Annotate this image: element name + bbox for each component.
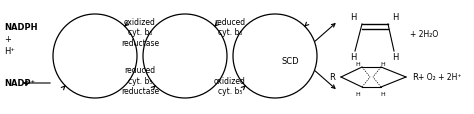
Text: H: H: [356, 92, 360, 97]
Text: R: R: [412, 73, 418, 82]
Text: oxidized
cyt. b₅: oxidized cyt. b₅: [214, 76, 246, 95]
Text: H⁺: H⁺: [4, 47, 15, 56]
Text: H: H: [350, 53, 356, 62]
Text: + 2H₂O: + 2H₂O: [410, 30, 438, 39]
Text: H: H: [350, 13, 356, 22]
Text: +: +: [4, 35, 11, 44]
Text: H: H: [392, 53, 398, 62]
Text: NADP⁺: NADP⁺: [4, 79, 35, 88]
Text: SCD: SCD: [282, 57, 300, 66]
Text: reduced
cyt. b₅
reductase: reduced cyt. b₅ reductase: [121, 66, 159, 95]
Text: H: H: [381, 92, 385, 97]
Text: NADPH: NADPH: [4, 23, 37, 32]
Text: R: R: [329, 73, 335, 82]
Text: H: H: [356, 61, 360, 66]
Text: oxidized
cyt. b₅
reductase: oxidized cyt. b₅ reductase: [121, 18, 159, 47]
Text: reduced
cyt. b₅: reduced cyt. b₅: [214, 18, 246, 37]
Text: + O₂ + 2H⁺: + O₂ + 2H⁺: [418, 73, 462, 82]
Text: H: H: [392, 13, 398, 22]
Text: H: H: [381, 61, 385, 66]
